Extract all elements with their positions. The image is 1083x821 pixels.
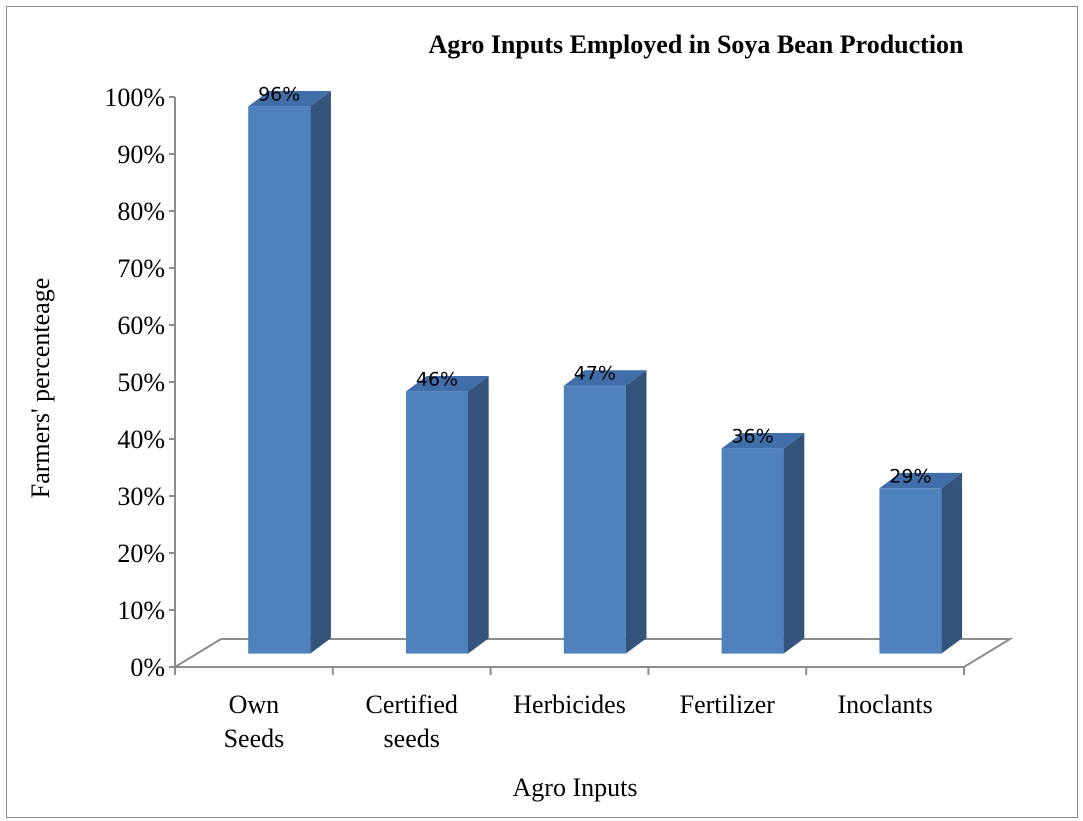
- y-tick-label: 80%: [117, 197, 165, 226]
- bar-top: [248, 91, 331, 107]
- y-tick-label: 90%: [117, 140, 165, 169]
- bar-front: [563, 385, 626, 654]
- x-tick-label: Fertilizer: [680, 690, 776, 719]
- y-tick-label: 70%: [117, 254, 165, 283]
- x-tick-label: Inoclants: [837, 690, 932, 719]
- bar-front: [248, 106, 311, 654]
- bar: [406, 376, 489, 654]
- bar: [721, 433, 805, 654]
- bar-side: [625, 370, 647, 654]
- bar-front: [879, 488, 942, 654]
- bar: [879, 472, 963, 654]
- y-tick-label: 30%: [117, 482, 165, 511]
- bar-side: [468, 376, 489, 654]
- bar-side: [783, 433, 805, 654]
- x-tick-label: Certified: [365, 690, 457, 719]
- bar-top: [563, 370, 647, 386]
- data-label: 96%: [258, 83, 300, 105]
- bar-chart: Agro Inputs Employed in Soya Bean Produc…: [26, 30, 1014, 802]
- y-tick-label: 0%: [130, 653, 165, 682]
- y-tick-label: 40%: [117, 425, 165, 454]
- y-tick-label: 50%: [117, 368, 165, 397]
- x-tick-label: Seeds: [224, 724, 285, 753]
- bar: [248, 91, 331, 654]
- bar: [563, 370, 647, 654]
- y-tick-label: 10%: [117, 596, 165, 625]
- y-tick-label: 60%: [117, 311, 165, 340]
- bar-top: [406, 376, 489, 392]
- x-tick-label: seeds: [384, 724, 440, 753]
- bar-top: [721, 433, 805, 449]
- bar-top: [879, 472, 963, 489]
- chart-frame: Agro Inputs Employed in Soya Bean Produc…: [6, 6, 1078, 818]
- bar-side: [941, 472, 963, 654]
- data-label: 36%: [731, 425, 773, 447]
- y-axis-title: Farmers' percenteage: [26, 278, 55, 499]
- chart-title: Agro Inputs Employed in Soya Bean Produc…: [428, 30, 964, 59]
- y-tick-label: 100%: [104, 83, 165, 112]
- data-label: 29%: [889, 465, 931, 487]
- x-tick-label: Herbicides: [513, 690, 626, 719]
- x-tick-label: Own: [229, 690, 280, 719]
- data-label: 47%: [574, 363, 616, 385]
- bar-front: [721, 448, 784, 654]
- y-tick-label: 20%: [117, 539, 165, 568]
- bar-front: [406, 391, 468, 654]
- data-label: 46%: [416, 368, 458, 390]
- bar-side: [310, 91, 331, 654]
- x-axis-title: Agro Inputs: [513, 773, 638, 802]
- chart-floor: [171, 638, 1014, 668]
